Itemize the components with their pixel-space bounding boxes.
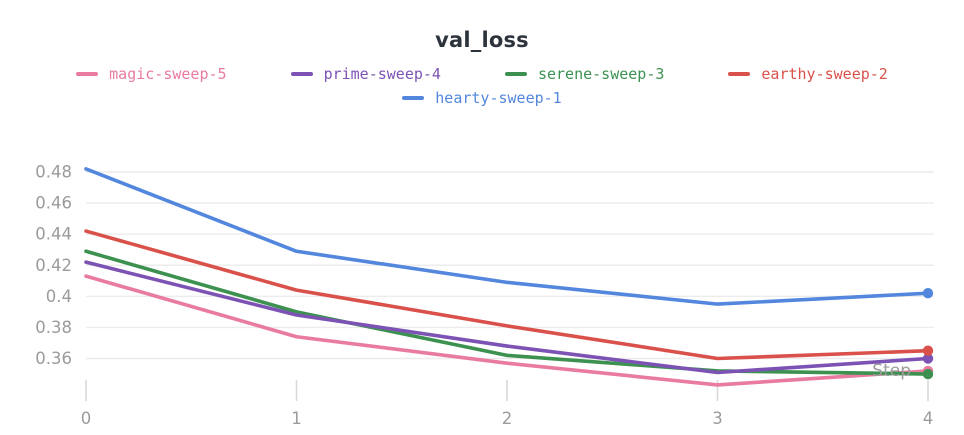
legend-swatch-icon	[290, 72, 313, 76]
y-axis-tick-label: 0.48	[35, 163, 72, 182]
legend-item-magic-sweep-5[interactable]: magic-sweep-5	[76, 63, 227, 85]
legend-item-prime-sweep-4[interactable]: prime-sweep-4	[290, 63, 441, 85]
chart-header: val_loss magic-sweep-5 prime-sweep-4 seren…	[0, 28, 964, 109]
legend-label: magic-sweep-5	[109, 65, 227, 83]
legend-item-hearty-sweep-1[interactable]: hearty-sweep-1	[402, 87, 562, 109]
series-endpoint-serene-sweep-3[interactable]	[922, 368, 934, 380]
x-axis-tick-label: 4	[923, 409, 934, 428]
y-axis-tick-label: 0.42	[35, 256, 72, 275]
x-axis-title: Step	[872, 361, 911, 381]
y-axis-tick-label: 0.4	[46, 287, 72, 306]
legend: magic-sweep-5 prime-sweep-4 serene-sweep-3…	[0, 63, 964, 109]
series-line-magic-sweep-5[interactable]	[84, 274, 930, 387]
x-axis-tick-label: 2	[502, 409, 513, 428]
legend-swatch-icon	[76, 72, 99, 76]
x-axis-tick-label: 1	[291, 409, 302, 428]
y-axis-tick-label: 0.38	[35, 318, 72, 337]
legend-swatch-icon	[728, 72, 751, 76]
legend-swatch-icon	[504, 72, 527, 76]
legend-label: hearty-sweep-1	[435, 89, 562, 107]
y-axis-tick-label: 0.36	[35, 349, 72, 368]
legend-swatch-icon	[402, 96, 425, 100]
legend-label: earthy-sweep-2	[761, 65, 888, 83]
x-axis-tick-label: 3	[712, 409, 723, 428]
legend-label: serene-sweep-3	[537, 65, 665, 83]
series-endpoint-prime-sweep-4[interactable]	[922, 353, 934, 364]
series-line-hearty-sweep-1[interactable]	[84, 167, 930, 306]
y-axis-tick-label: 0.44	[35, 225, 72, 244]
y-axis-tick-label: 0.46	[35, 194, 72, 213]
legend-label: prime-sweep-4	[323, 65, 441, 83]
series-endpoint-hearty-sweep-1[interactable]	[922, 288, 934, 299]
series-endpoint-earthy-sweep-2[interactable]	[922, 345, 934, 356]
legend-item-earthy-sweep-2[interactable]: earthy-sweep-2	[728, 63, 888, 85]
x-axis-tick-label: 0	[81, 409, 92, 428]
legend-item-serene-sweep-3[interactable]: serene-sweep-3	[504, 63, 665, 85]
series-line-serene-sweep-3[interactable]	[84, 249, 930, 376]
chart-title: val_loss	[435, 28, 529, 52]
series-line-earthy-sweep-2[interactable]	[84, 229, 930, 361]
val-loss-line-chart[interactable]: 0.48 0.46 0.44 0.42 0.4 0.38 0.36 0 1 2 3 4 Step	[0, 28, 964, 435]
series-line-prime-sweep-4[interactable]	[84, 260, 930, 375]
